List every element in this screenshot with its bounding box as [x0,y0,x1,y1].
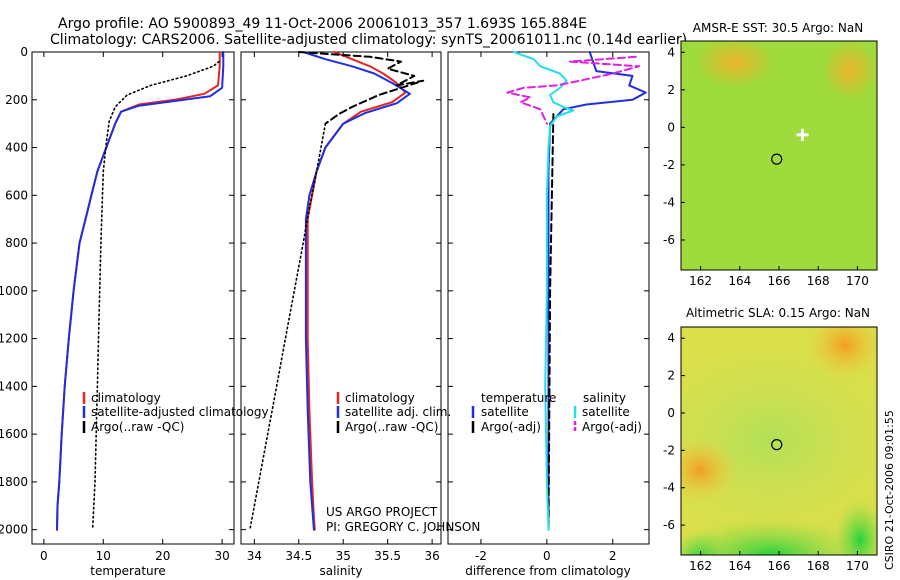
legend-label-sal-argo: Argo(-adj) [582,420,642,434]
map-x-tick-label: 170 [846,559,869,573]
series-line-salinity-argo-adj- [506,55,641,125]
y-tick-label: 400 [5,141,28,155]
series-line-argo-deep [249,122,327,531]
temperature-legend: climatology satellite-adjusted climatolo… [82,391,269,434]
map-x-tick-label: 166 [768,274,791,288]
legend-label-climatology: climatology [345,391,415,405]
legend-label-satellite: satellite-adjusted climatology [91,405,269,419]
x-tick-label: 30 [214,549,229,563]
project-label: US ARGO PROJECT [326,505,438,519]
map-y-tick-label: -2 [663,158,675,172]
map-y-tick-label: 2 [667,369,675,383]
sst-warm-patch [822,41,877,100]
y-tick-label: 1600 [0,427,28,441]
legend-label-satellite: satellite adj. clim. [345,405,451,419]
map-markers: 162 164 166 168 170 4 2 0 -2 -4 -6 162 164 166 168 170 4… [663,45,869,573]
legend-label-climatology: climatology [91,391,161,405]
map-y-tick-label: -2 [663,443,675,457]
map-x-tick-label: 168 [807,274,830,288]
sla-field-patch [681,530,730,555]
legend-header-temperature: temperature [481,391,556,405]
map-x-tick-label: 168 [807,559,830,573]
float-position-marker [771,439,783,451]
x-tick-label: 34 [247,549,262,563]
legend-label-sal-satellite: satellite [582,405,630,419]
x-tick-label: -2 [475,549,487,563]
series-line-satellite-adjusted-climatology [56,51,225,531]
map-y-tick-label: -4 [663,481,675,495]
temperature-xlabel: temperature [90,564,165,578]
map-x-tick-label: 166 [768,559,791,573]
x-tick-label: 0 [40,549,48,563]
sst-map [681,41,877,270]
map-y-tick-label: 0 [667,120,675,134]
float-position-marker [771,153,783,165]
legend-label-temp-argo: Argo(-adj) [481,420,541,434]
legend-label-argo: Argo(..raw -QC) [345,420,438,434]
sla-field-patch [681,438,736,502]
map-x-tick-label: 162 [689,274,712,288]
y-tick-label: 2000 [0,523,28,537]
sla-map-title: Altimetric SLA: 0.15 Argo: NaN [686,306,870,320]
difference-legend: temperature satellite Argo(-adj) salinit… [471,391,642,434]
y-tick-label: 0 [20,45,28,59]
sla-map [681,327,877,555]
map-x-tick-label: 162 [689,559,712,573]
legend-header-salinity: salinity [583,391,626,405]
y-tick-label: 600 [5,188,28,202]
sst-warm-patch [695,41,775,88]
sst-map-title: AMSR-E SST: 30.5 Argo: NaN [693,21,863,35]
x-tick-label: 2 [609,549,617,563]
y-tick-label: 1800 [0,475,28,489]
header-line-2: Climatology: CARS2006. Satellite-adjuste… [50,32,687,48]
salinity-legend: climatology satellite adj. clim. Argo(..… [336,391,451,434]
x-tick-label: 35 [336,549,351,563]
temperature-plot-frame [31,51,235,545]
sla-field-patch [681,519,865,555]
map-x-tick-label: 164 [728,559,751,573]
y-tick-label: 1400 [0,379,28,393]
map-y-tick-label: 4 [667,45,675,59]
x-tick-label: 10 [96,549,111,563]
map-y-tick-label: -6 [663,233,675,247]
map-y-tick-label: 4 [667,331,675,345]
salinity-plot-frame [240,51,442,545]
y-tick-label: 200 [5,93,28,107]
salinity-xlabel: salinity [319,564,362,578]
credit-label: CSIRO 21-Oct-2006 09:01:55 [883,410,896,570]
y-tick-label: 800 [5,236,28,250]
x-tick-label: 36 [424,549,439,563]
x-tick-label: 35.5 [374,549,401,563]
axes-layer: 0 10 20 30020040060080010001200140016001800… [0,45,649,563]
legend-label-argo: Argo(..raw -QC) [91,420,184,434]
header-line-1: Argo profile: AO 5900893_49 11-Oct-2006 … [58,16,587,32]
map-y-tick-label: 2 [667,83,675,97]
x-tick-label: 34.5 [285,549,312,563]
sla-field-patch [807,327,877,379]
series-line-argo-raw-qc- [297,51,425,125]
series-line-satellite-adj-clim- [302,51,411,531]
y-tick-label: 1000 [0,284,28,298]
y-tick-label: 1200 [0,332,28,346]
x-tick-label: 20 [155,549,170,563]
pi-label: PI: GREGORY C. JOHNSON [326,520,480,534]
series-line-temperature-argo-adj- [547,113,555,531]
legend-label-temp-satellite: satellite [481,405,529,419]
map-y-tick-label: -4 [663,195,675,209]
map-x-tick-label: 170 [846,274,869,288]
map-y-tick-label: -6 [663,518,675,532]
series-line-salinity-satellite [512,51,575,531]
map-x-tick-label: 164 [728,274,751,288]
sla-field-patch [834,500,877,555]
x-tick-label: 0 [543,549,551,563]
difference-xlabel: difference from climatology [465,564,631,578]
map-y-tick-label: 0 [667,406,675,420]
lines-layer [56,51,647,531]
series-line-argo-raw-qc- [91,60,220,531]
